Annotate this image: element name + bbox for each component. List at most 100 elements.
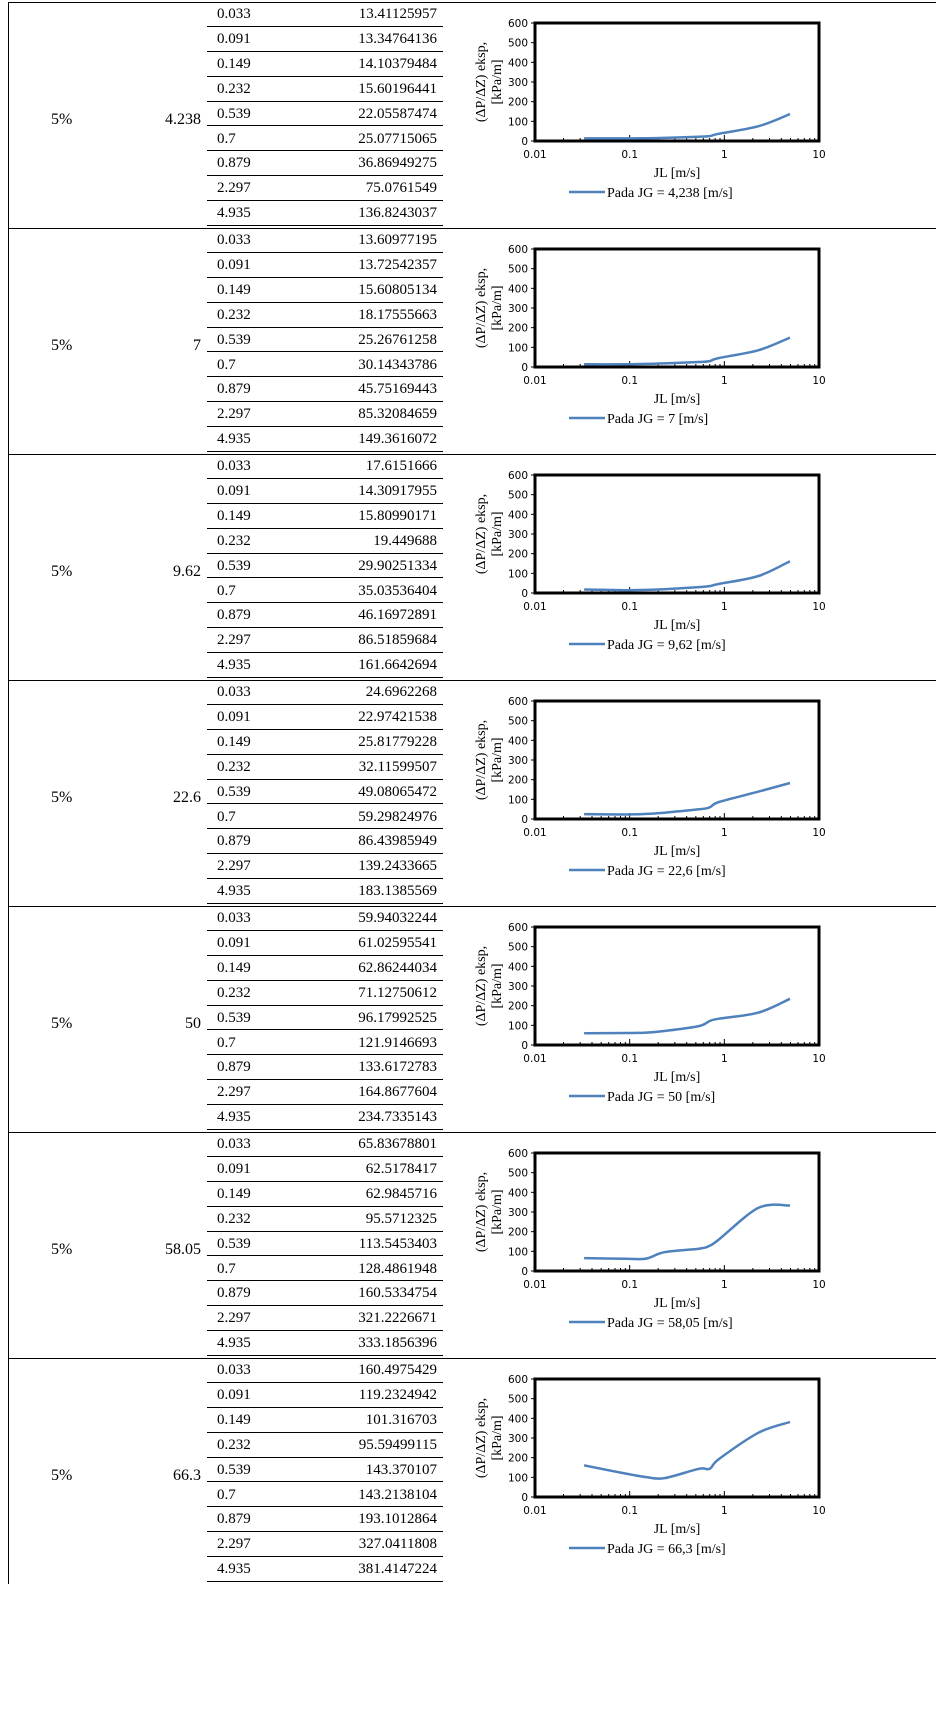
row-divider bbox=[207, 652, 443, 654]
y-tick-label: 300 bbox=[508, 303, 528, 315]
table-row: 0.149 15.80990171 bbox=[207, 505, 443, 530]
x-tick-label: 0.01 bbox=[523, 827, 546, 839]
jl-value: 0.033 bbox=[217, 1136, 251, 1152]
y-tick-label: 200 bbox=[508, 775, 528, 787]
row-divider bbox=[207, 1381, 443, 1383]
jg-label: 58.05 bbox=[165, 1241, 201, 1258]
plot-frame bbox=[533, 1377, 821, 1499]
table-row: 2.297 85.32084659 bbox=[207, 403, 443, 428]
pressure-drop-value: 24.6962268 bbox=[365, 684, 437, 700]
jl-value: 2.297 bbox=[217, 632, 251, 649]
jg-label: 66.3 bbox=[173, 1467, 201, 1484]
pressure-drop-value: 183.1385569 bbox=[358, 883, 437, 900]
table-row: 0.033 13.60977195 bbox=[207, 229, 443, 254]
pressure-drop-value: 160.4975429 bbox=[358, 1362, 437, 1378]
row-divider bbox=[207, 301, 443, 303]
table-row: 4.935 183.1385569 bbox=[207, 880, 443, 905]
x-tick-label: 0.1 bbox=[621, 149, 638, 161]
jl-value: 0.091 bbox=[217, 256, 251, 273]
plot-frame bbox=[533, 473, 821, 595]
data-block: 5% 50 0.033 59.94032244 0.091 61.02595541 0.14… bbox=[8, 906, 936, 1132]
table-row: 0.879 45.75169443 bbox=[207, 378, 443, 403]
jl-value: 0.091 bbox=[217, 1160, 251, 1177]
table-row: 0.149 62.9845716 bbox=[207, 1183, 443, 1208]
jl-value: 2.297 bbox=[217, 1310, 251, 1327]
row-divider bbox=[207, 100, 443, 102]
row-divider bbox=[207, 979, 443, 981]
row-divider bbox=[207, 251, 443, 253]
concentration-label: 5% bbox=[51, 789, 73, 806]
row-divider bbox=[207, 1180, 443, 1182]
row-divider bbox=[207, 1531, 443, 1533]
jl-value: 0.879 bbox=[217, 607, 251, 624]
jl-value: 0.149 bbox=[217, 959, 251, 976]
pressure-drop-value: 35.03536404 bbox=[358, 582, 437, 599]
row-divider bbox=[207, 602, 443, 604]
pressure-drop-value: 13.60977195 bbox=[358, 232, 437, 248]
table-row: 0.033 160.4975429 bbox=[207, 1359, 443, 1384]
jl-value: 0.091 bbox=[217, 1386, 251, 1403]
table-row: 4.935 149.3616072 bbox=[207, 428, 443, 453]
pressure-drop-value: 62.86244034 bbox=[358, 959, 437, 976]
legend-label: Pada JG = 50 [m/s] bbox=[607, 1090, 715, 1105]
y-tick-label: 300 bbox=[508, 981, 528, 993]
jl-value: 0.232 bbox=[217, 532, 251, 549]
pressure-drop-value: 161.6642694 bbox=[358, 657, 437, 674]
table-row: 0.149 62.86244034 bbox=[207, 957, 443, 982]
pressure-drop-value: 71.12750612 bbox=[358, 984, 437, 1001]
pressure-drop-value: 59.94032244 bbox=[358, 910, 437, 926]
pressure-drop-value: 15.60805134 bbox=[358, 281, 437, 298]
data-block: 5% 9.62 0.033 17.6151666 0.091 14.30917955 0.1… bbox=[8, 454, 936, 680]
jl-value: 0.539 bbox=[217, 783, 251, 800]
y-axis-label: (ΔP/ΔZ) eksp,[kPa/m] bbox=[474, 494, 505, 574]
table-row: 0.232 95.59499115 bbox=[207, 1434, 443, 1459]
data-block: 5% 58.05 0.033 65.83678801 0.091 62.5178417 0.… bbox=[8, 1132, 936, 1358]
pressure-drop-value: 139.2433665 bbox=[358, 858, 437, 875]
pressure-drop-value: 45.75169443 bbox=[358, 381, 437, 398]
table-row: 2.297 164.8677604 bbox=[207, 1081, 443, 1106]
y-tick-label: 0 bbox=[521, 136, 528, 148]
table-row: 0.091 22.97421538 bbox=[207, 706, 443, 731]
plot-frame bbox=[533, 21, 821, 143]
jl-value: 0.232 bbox=[217, 306, 251, 323]
row-divider bbox=[207, 326, 443, 328]
y-tick-label: 400 bbox=[508, 283, 528, 295]
row-divider bbox=[207, 1431, 443, 1433]
pressure-drop-value: 46.16972891 bbox=[358, 607, 437, 624]
jl-value: 0.091 bbox=[217, 708, 251, 725]
jl-value: 2.297 bbox=[217, 180, 251, 197]
pressure-drop-value: 321.2226671 bbox=[358, 1310, 437, 1327]
pressure-drop-value: 18.17555663 bbox=[358, 306, 437, 323]
y-tick-label: 600 bbox=[508, 1148, 528, 1160]
table-row: 0.232 71.12750612 bbox=[207, 982, 443, 1007]
plot-frame bbox=[533, 1151, 821, 1273]
table-row: 0.033 13.41125957 bbox=[207, 3, 443, 28]
row-divider bbox=[207, 50, 443, 52]
row-divider bbox=[207, 1079, 443, 1081]
row-divider bbox=[207, 426, 443, 428]
y-tick-label: 100 bbox=[508, 794, 528, 806]
row-divider bbox=[207, 1305, 443, 1307]
row-divider bbox=[207, 753, 443, 755]
y-tick-label: 300 bbox=[508, 77, 528, 89]
plot-frame bbox=[533, 247, 821, 369]
jl-value: 0.539 bbox=[217, 1009, 251, 1026]
y-tick-label: 200 bbox=[508, 97, 528, 109]
jl-value: 0.033 bbox=[217, 232, 251, 248]
x-axis-label: JL [m/s] bbox=[654, 618, 701, 633]
pressure-drop-value: 234.7335143 bbox=[358, 1109, 437, 1126]
x-axis-label: JL [m/s] bbox=[654, 392, 701, 407]
jl-value: 0.7 bbox=[217, 582, 236, 599]
x-tick-label: 10 bbox=[812, 1505, 825, 1517]
row-divider bbox=[207, 954, 443, 956]
y-tick-label: 600 bbox=[508, 1374, 528, 1386]
y-tick-label: 0 bbox=[521, 814, 528, 826]
pressure-drop-value: 193.1012864 bbox=[358, 1511, 437, 1528]
table-row: 0.539 96.17992525 bbox=[207, 1007, 443, 1032]
x-tick-label: 0.1 bbox=[621, 1053, 638, 1065]
row-divider bbox=[207, 1556, 443, 1558]
x-tick-label: 0.1 bbox=[621, 601, 638, 613]
legend-label: Pada JG = 9,62 [m/s] bbox=[607, 638, 726, 653]
row-divider bbox=[207, 175, 443, 177]
legend-label: Pada JG = 4,238 [m/s] bbox=[607, 186, 733, 201]
